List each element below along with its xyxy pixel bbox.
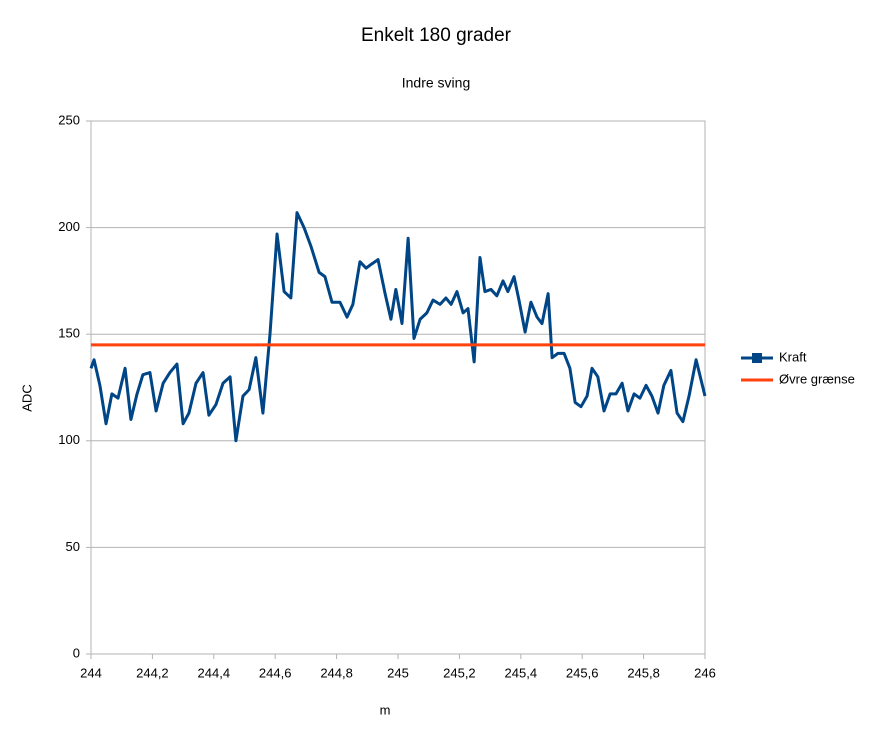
plot-border [90, 120, 706, 655]
x-tick-label: 244,6 [259, 665, 292, 680]
x-tick-label: 244,8 [320, 665, 353, 680]
y-tick-label: 50 [66, 539, 80, 554]
legend-marker [752, 353, 762, 363]
x-tick-label: 245,4 [505, 665, 538, 680]
y-tick-label: 100 [58, 432, 80, 447]
x-tick-label: 244,4 [198, 665, 231, 680]
x-tick-label: 244 [80, 665, 102, 680]
x-tick-label: 245 [387, 665, 409, 680]
chart-subtitle: Indre sving [402, 75, 470, 91]
legend-label: Kraft [779, 349, 807, 364]
y-tick-label: 0 [73, 645, 80, 660]
y-tick-label: 150 [58, 326, 80, 341]
y-axis-label: ADC [19, 384, 34, 411]
chart-title: Enkelt 180 grader [361, 25, 512, 46]
x-tick-label: 246 [694, 665, 716, 680]
legend-label: Øvre grænse [779, 371, 855, 386]
x-tick-label: 244,2 [136, 665, 169, 680]
x-tick-label: 245,6 [566, 665, 599, 680]
y-tick-label: 250 [58, 112, 80, 127]
x-tick-label: 245,2 [443, 665, 476, 680]
series-line [89, 211, 707, 443]
x-axis-label: m [380, 702, 391, 717]
y-tick-label: 200 [58, 219, 80, 234]
x-tick-label: 245,8 [627, 665, 660, 680]
